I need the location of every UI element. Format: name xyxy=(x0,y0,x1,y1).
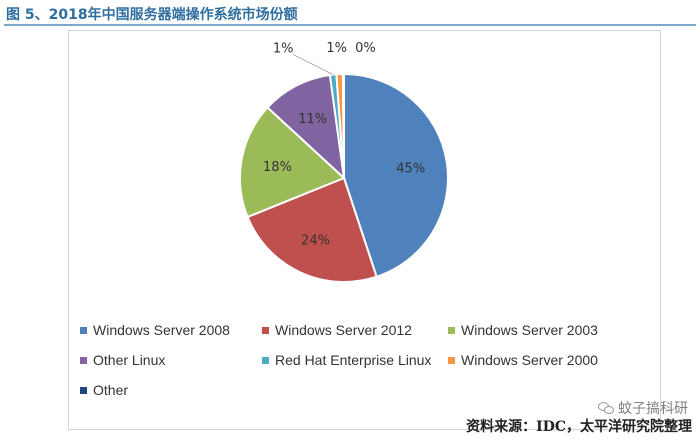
legend-item: Windows Server 2003 xyxy=(448,322,598,338)
legend-swatch xyxy=(448,356,455,364)
legend-swatch xyxy=(262,326,269,334)
legend-label: Other Linux xyxy=(93,352,166,368)
legend-item: Other Linux xyxy=(80,352,165,368)
figure-title: 图 5、2018年中国服务器端操作系统市场份额 xyxy=(6,7,298,23)
legend-swatch xyxy=(80,386,87,394)
slice-labels: 45% 24% 18% 11% 1% 1% 0% xyxy=(263,41,425,248)
pie-slices xyxy=(239,72,449,283)
source-note: 资料来源：IDC，太平洋研究院整理 xyxy=(466,419,692,435)
slice-label-windows-server-2012: 24% xyxy=(301,233,330,248)
legend-item: Windows Server 2000 xyxy=(448,352,598,368)
legend-item: Windows Server 2008 xyxy=(80,322,230,338)
pie-slice-windows-server-2003 xyxy=(239,106,346,219)
pie-slice-other xyxy=(341,72,345,179)
legend-swatch xyxy=(80,356,87,364)
slice-label-windows-server-2000: 1% xyxy=(326,41,347,56)
slice-label-windows-server-2008: 45% xyxy=(396,161,425,176)
legend-label: Windows Server 2008 xyxy=(93,322,230,338)
legend-label: Windows Server 2003 xyxy=(461,322,598,338)
pie-slice-windows-server-2008 xyxy=(343,72,449,279)
legend-label: Windows Server 2012 xyxy=(275,322,412,338)
chart-frame xyxy=(68,30,661,430)
legend-swatch xyxy=(448,326,455,334)
pie-slice-other-linux xyxy=(266,73,346,181)
watermark: 蚊子搞科研 xyxy=(598,398,688,418)
slice-label-windows-server-2003: 18% xyxy=(263,160,292,175)
slice-label-red-hat-enterprise-linux: 1% xyxy=(273,42,294,57)
slice-label-other: 0% xyxy=(355,41,376,56)
legend-label: Red Hat Enterprise Linux xyxy=(275,352,432,368)
legend-item: Windows Server 2012 xyxy=(262,322,412,338)
legend-item: Other xyxy=(80,382,128,398)
title-underline xyxy=(4,24,696,26)
legend-item: Red Hat Enterprise Linux xyxy=(262,352,431,368)
legend-label: Windows Server 2000 xyxy=(461,352,598,368)
legend-label: Other xyxy=(93,382,129,398)
leader-lines xyxy=(292,54,334,75)
watermark-text: 蚊子搞科研 xyxy=(618,401,688,417)
wechat-icon xyxy=(598,402,614,414)
slice-label-other-linux: 11% xyxy=(298,112,327,127)
legend-swatch xyxy=(80,326,87,334)
leader-line xyxy=(292,54,334,75)
legend-swatch xyxy=(262,356,269,364)
